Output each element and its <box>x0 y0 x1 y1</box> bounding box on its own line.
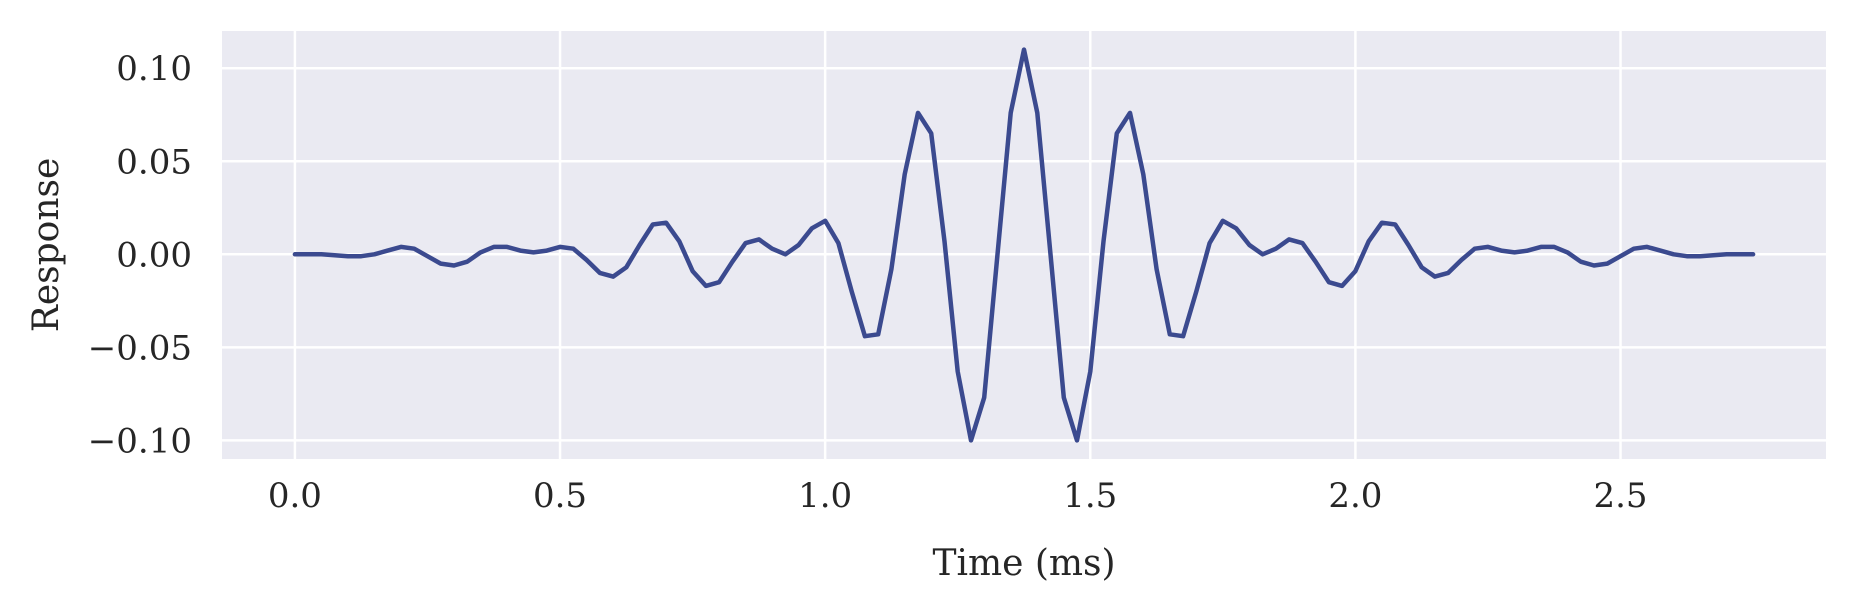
x-axis-label: Time (ms) <box>932 543 1115 584</box>
x-tick-label: 1.5 <box>1063 476 1117 516</box>
x-tick-label: 2.0 <box>1328 476 1382 516</box>
x-tick-label: 0.0 <box>268 476 322 516</box>
x-tick-label: 1.0 <box>798 476 852 516</box>
series-group <box>292 47 1756 443</box>
series-line <box>292 47 1756 443</box>
grid-lines <box>222 31 1826 459</box>
plot-background <box>222 31 1826 459</box>
y-tick-label: 0.10 <box>116 49 192 89</box>
y-tick-labels: 0.10 0.05 0.00 −0.05 −0.10 <box>88 49 192 461</box>
x-tick-label: 2.5 <box>1593 476 1647 516</box>
y-axis-label: Response <box>26 158 67 333</box>
x-tick-label: 0.5 <box>533 476 587 516</box>
y-tick-label: 0.00 <box>116 235 192 275</box>
x-tick-labels: 0.0 0.5 1.0 1.5 2.0 2.5 <box>268 476 1648 516</box>
y-tick-label: −0.05 <box>88 328 192 368</box>
y-tick-label: −0.10 <box>88 421 192 461</box>
y-tick-label: 0.05 <box>116 142 192 182</box>
